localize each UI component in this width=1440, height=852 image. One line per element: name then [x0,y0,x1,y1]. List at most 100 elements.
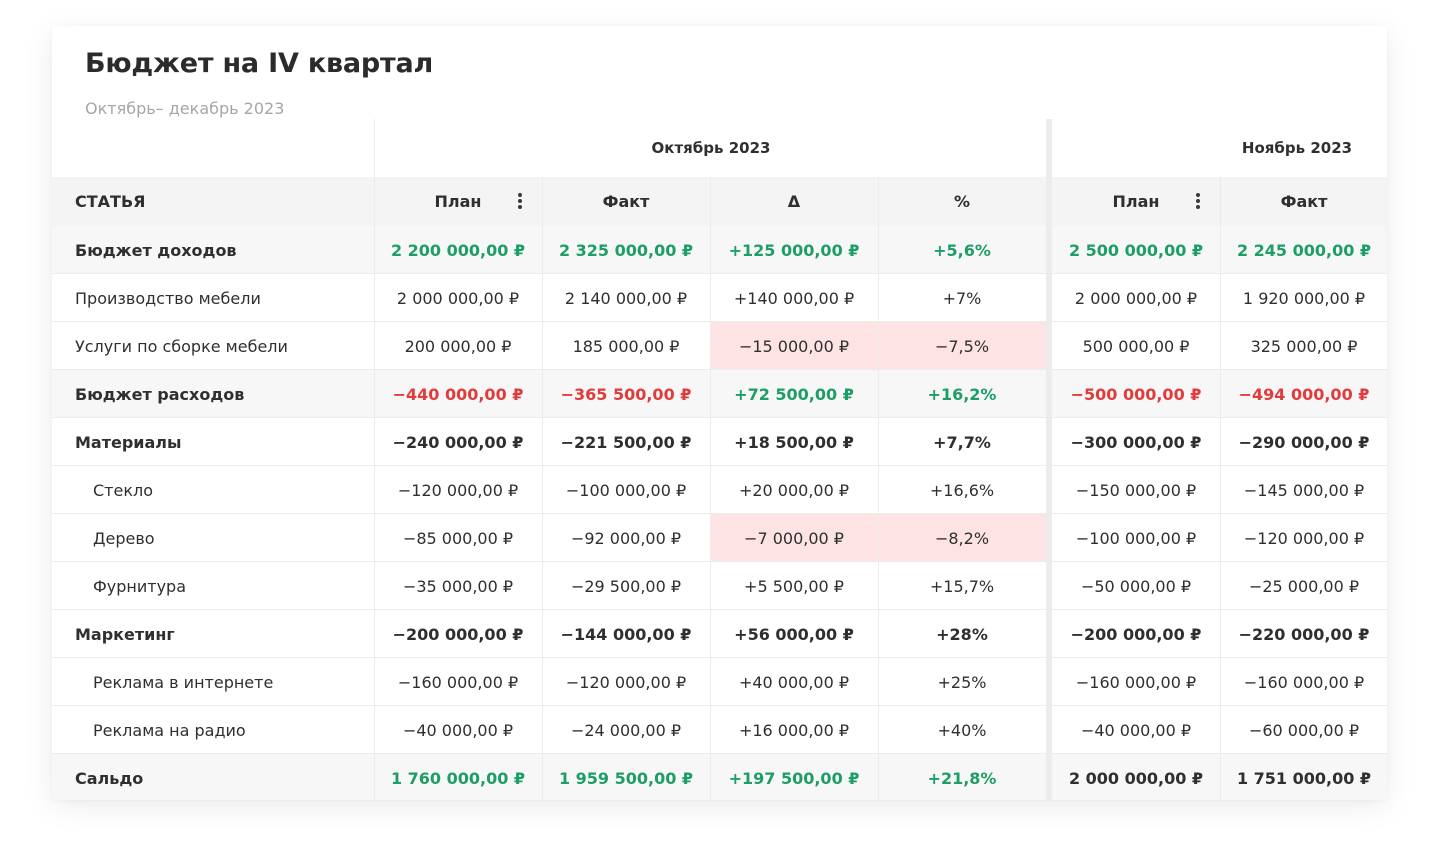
column-header-oct-fact: Факт [542,177,710,226]
column-header-nov-plan[interactable]: План [1052,177,1220,226]
cell-oct-plan: 200 000,00 ₽ [404,336,512,356]
row-label: Сальдо [75,768,144,788]
column-header-oct-plan[interactable]: План [374,177,542,226]
month-header-october: Октябрь 2023 [651,139,771,157]
column-header-oct-percent: % [878,177,1046,226]
cell-oct-pct: +7,7% [933,432,991,452]
cell-oct-pct: +25% [937,672,987,692]
row-divider [52,609,1387,610]
cell-oct-fact: −92 000,00 ₽ [570,528,682,548]
cell-nov-plan: −100 000,00 ₽ [1075,528,1197,548]
cell-nov-fact: −120 000,00 ₽ [1243,528,1365,548]
row-background [52,754,1387,800]
cell-oct-fact: 2 140 000,00 ₽ [564,288,688,308]
column-divider [374,119,375,177]
row-background [52,370,1387,418]
cell-oct-pct: +5,6% [933,240,991,260]
column-divider [878,177,879,800]
cell-nov-fact: −160 000,00 ₽ [1243,672,1365,692]
cell-oct-delta: +20 000,00 ₽ [738,480,850,500]
row-divider [52,753,1387,754]
cell-nov-fact: −494 000,00 ₽ [1238,384,1370,404]
cell-oct-delta: +18 500,00 ₽ [734,432,854,452]
cell-oct-pct: +16,2% [927,384,997,404]
row-divider [52,321,1387,322]
cell-nov-fact: 1 751 000,00 ₽ [1236,768,1372,788]
cell-oct-delta: −15 000,00 ₽ [710,322,878,370]
column-divider [542,177,543,800]
cell-nov-plan: −300 000,00 ₽ [1070,432,1202,452]
cell-oct-plan: 2 000 000,00 ₽ [396,288,520,308]
cell-nov-fact: 325 000,00 ₽ [1250,336,1358,356]
month-separator [1046,119,1052,800]
cell-oct-plan: −440 000,00 ₽ [392,384,524,404]
column-menu-icon[interactable] [1196,193,1200,209]
cell-oct-fact: −100 000,00 ₽ [565,480,687,500]
cell-nov-fact: −25 000,00 ₽ [1248,576,1360,596]
cell-nov-plan: 2 000 000,00 ₽ [1074,288,1198,308]
cell-oct-fact: −144 000,00 ₽ [560,624,692,644]
cell-oct-plan: −40 000,00 ₽ [402,720,514,740]
column-divider [710,177,711,800]
cell-oct-delta: +40 000,00 ₽ [738,672,850,692]
cell-nov-plan: 2 000 000,00 ₽ [1068,768,1204,788]
cell-oct-plan: 2 200 000,00 ₽ [390,240,526,260]
cell-oct-fact: −221 500,00 ₽ [560,432,692,452]
row-background [52,226,1387,274]
column-divider [374,177,375,800]
row-divider [52,273,1387,274]
cell-oct-fact: −365 500,00 ₽ [560,384,692,404]
row-label: Бюджет доходов [75,240,237,260]
row-label: Дерево [93,528,155,548]
cell-oct-pct: +21,8% [927,768,997,788]
column-header-item: СТАТЬЯ [52,177,374,226]
row-label: Реклама в интернете [93,672,274,692]
cell-oct-delta: +5 500,00 ₽ [744,576,844,596]
cell-nov-fact: −290 000,00 ₽ [1238,432,1370,452]
column-menu-icon[interactable] [518,193,522,209]
cell-oct-pct: −8,2% [878,514,1046,562]
cell-oct-pct: +15,7% [929,576,995,596]
row-divider [52,561,1387,562]
page-subtitle: Октябрь– декабрь 2023 [85,99,285,118]
row-label: Стекло [93,480,154,500]
row-label: Услуги по сборке мебели [75,336,288,356]
budget-card: Бюджет на IV квартал Октябрь– декабрь 20… [52,26,1387,800]
cell-oct-fact: 1 959 500,00 ₽ [558,768,694,788]
cell-oct-delta: +72 500,00 ₽ [734,384,854,404]
cell-oct-delta: +140 000,00 ₽ [733,288,855,308]
cell-oct-plan: −160 000,00 ₽ [397,672,519,692]
cell-oct-plan: 1 760 000,00 ₽ [390,768,526,788]
cell-nov-fact: −145 000,00 ₽ [1243,480,1365,500]
cell-oct-fact: 2 325 000,00 ₽ [558,240,694,260]
cell-nov-plan: −40 000,00 ₽ [1080,720,1192,740]
row-label: Фурнитура [93,576,187,596]
cell-nov-plan: −50 000,00 ₽ [1080,576,1192,596]
cell-nov-fact: 1 920 000,00 ₽ [1242,288,1366,308]
cell-oct-pct: +7% [942,288,982,308]
cell-nov-plan: 500 000,00 ₽ [1082,336,1190,356]
cell-oct-fact: −29 500,00 ₽ [570,576,682,596]
month-header-november: Ноябрь 2023 [1241,139,1353,157]
row-divider [52,465,1387,466]
cell-oct-pct: +28% [936,624,988,644]
cell-nov-plan: 2 500 000,00 ₽ [1068,240,1204,260]
row-label: Реклама на радио [93,720,246,740]
cell-oct-plan: −200 000,00 ₽ [392,624,524,644]
row-divider [52,369,1387,370]
cell-oct-pct: −7,5% [878,322,1046,370]
row-divider [52,417,1387,418]
cell-oct-pct: +16,6% [929,480,995,500]
row-divider [52,657,1387,658]
row-label: Бюджет расходов [75,384,245,404]
row-divider [52,513,1387,514]
cell-oct-fact: −24 000,00 ₽ [570,720,682,740]
cell-nov-plan: −500 000,00 ₽ [1070,384,1202,404]
cell-oct-plan: −120 000,00 ₽ [397,480,519,500]
column-header-nov-fact: Факт [1220,177,1387,226]
cell-oct-fact: 185 000,00 ₽ [572,336,680,356]
cell-nov-fact: 2 245 000,00 ₽ [1236,240,1372,260]
cell-oct-delta: +56 000,00 ₽ [734,624,854,644]
column-divider [1220,177,1221,800]
cell-oct-delta: +16 000,00 ₽ [738,720,850,740]
